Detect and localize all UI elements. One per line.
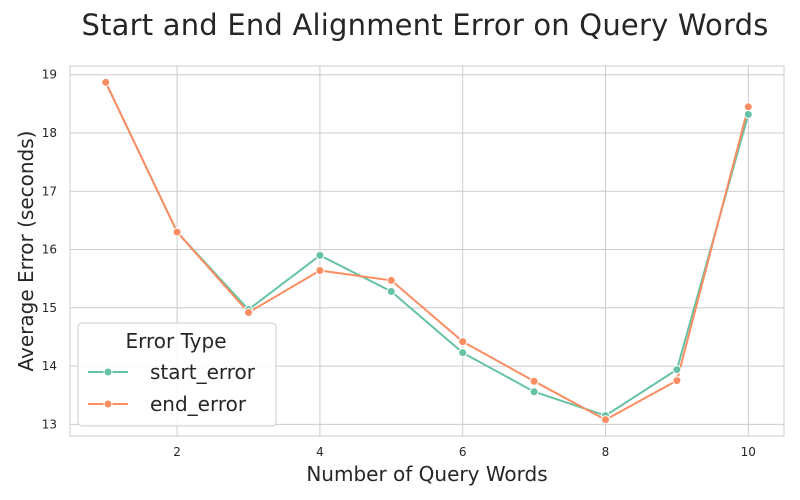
- data-point-end-error: [315, 266, 325, 276]
- x-tick-label: 8: [602, 445, 610, 459]
- legend-title: Error Type: [125, 329, 226, 353]
- y-tick-label: 17: [42, 184, 57, 198]
- data-point-end-error: [386, 275, 396, 285]
- data-point-start-error: [458, 348, 468, 358]
- legend-label: end_error: [150, 392, 247, 416]
- legend-marker-swatch: [103, 399, 113, 409]
- x-tick-label: 2: [173, 445, 181, 459]
- data-point-start-error: [743, 109, 753, 119]
- data-point-start-error: [672, 365, 682, 375]
- x-tick-label: 4: [316, 445, 324, 459]
- y-tick-label: 19: [42, 68, 57, 82]
- y-tick-labels: 13 14 15 16 17 18 19: [42, 68, 57, 432]
- data-point-end-error: [743, 102, 753, 112]
- y-tick-label: 15: [42, 301, 57, 315]
- data-point-end-error: [601, 415, 610, 425]
- data-point-end-error: [172, 227, 182, 237]
- x-tick-labels: 2 4 6 8 10: [173, 445, 756, 459]
- data-point-start-error: [386, 286, 396, 296]
- y-tick-label: 18: [42, 126, 57, 140]
- series-lines: [104, 81, 750, 421]
- legend-label: start_error: [150, 360, 256, 384]
- y-axis-label: Average Error (seconds): [14, 131, 38, 372]
- y-tick-label: 16: [42, 243, 57, 257]
- data-point-end-error: [244, 307, 253, 317]
- data-point-end-error: [672, 376, 682, 386]
- legend-item-end-error: end_error: [88, 392, 247, 416]
- y-tick-label: 13: [42, 417, 57, 431]
- series-points: [101, 77, 753, 425]
- series-line-end-error: [104, 81, 750, 421]
- x-tick-label: 6: [459, 445, 467, 459]
- data-point-end-error: [458, 337, 468, 347]
- chart-title: Start and End Alignment Error on Query W…: [81, 8, 769, 42]
- y-tick-label: 14: [42, 359, 57, 373]
- data-point-start-error: [529, 387, 539, 397]
- x-axis-label: Number of Query Words: [306, 462, 547, 486]
- x-tick-label: 10: [741, 445, 756, 459]
- legend-item-start-error: start_error: [88, 360, 256, 384]
- data-point-end-error: [529, 376, 539, 386]
- legend: Error Type start_error end_error: [77, 322, 277, 427]
- data-point-end-error: [101, 77, 111, 87]
- legend-marker-swatch: [103, 367, 113, 377]
- legend-box: [77, 322, 277, 427]
- data-point-start-error: [315, 250, 325, 260]
